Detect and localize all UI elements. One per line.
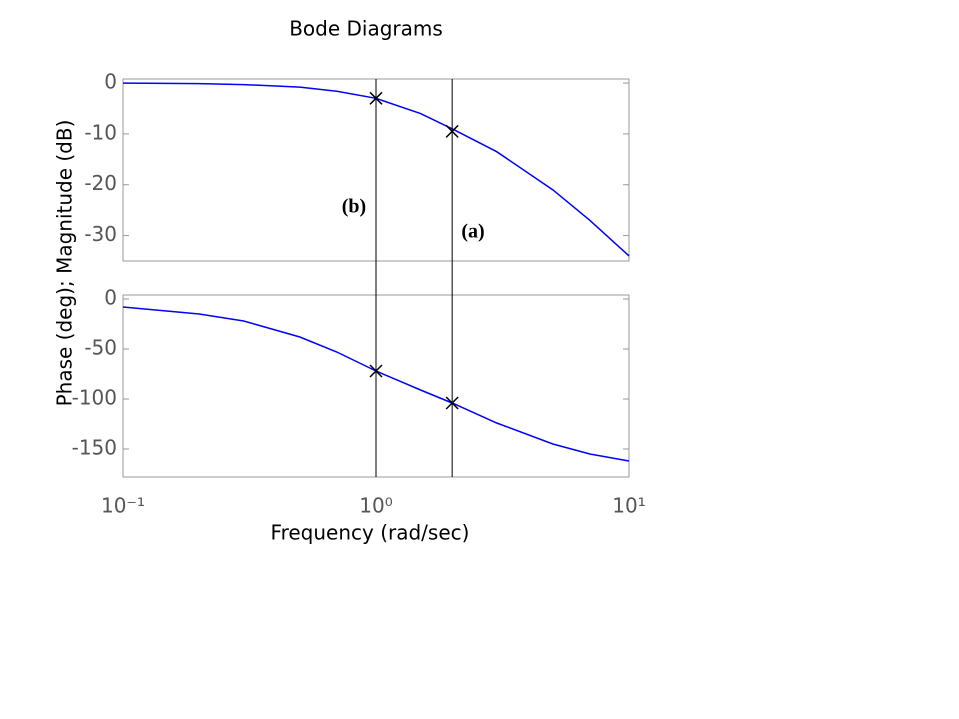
x-tick-label: 10¹ (612, 494, 645, 518)
y-tick-label: -150 (72, 436, 117, 460)
line (122, 82, 630, 257)
annotation: (a) (461, 221, 484, 243)
y-tick-label: -20 (84, 171, 117, 195)
x-axis-label: Frequency (rad/sec) (271, 521, 470, 545)
y-tick-label: -50 (84, 336, 117, 360)
y-axis-label: Phase (deg); Magnitude (dB) (53, 120, 77, 407)
y-tick-label: -100 (72, 386, 117, 410)
x-tick-label: 10⁰ (359, 494, 392, 518)
chart-title: Bode Diagrams (289, 17, 443, 41)
annotation: (b) (342, 196, 366, 218)
y-tick-label: -30 (84, 222, 117, 246)
y-tick-label: 0 (104, 286, 117, 310)
y-tick-label: 0 (104, 70, 117, 94)
y-tick-label: -10 (84, 120, 117, 144)
x-tick-label: 10⁻¹ (101, 494, 145, 518)
line (122, 306, 630, 462)
